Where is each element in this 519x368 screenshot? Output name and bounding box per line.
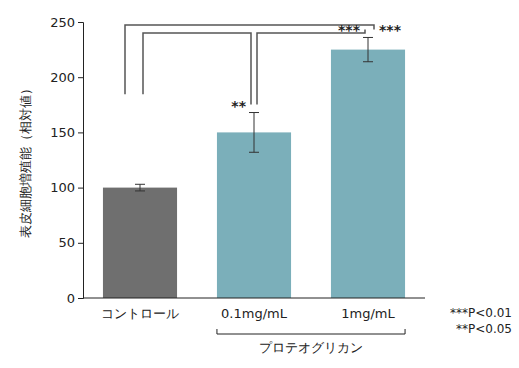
y-tick-mark <box>78 22 83 23</box>
error-bar-line <box>249 112 259 113</box>
error-bar-line <box>254 113 255 153</box>
marks <box>103 37 405 298</box>
error-bar-line <box>249 152 259 153</box>
y-tick: 150 <box>50 125 83 140</box>
x-tick-label: 1mg/mL <box>341 306 395 321</box>
y-axis-line <box>78 23 84 299</box>
notes: ***P<0.01 **P<0.05 <box>450 306 512 336</box>
y-tick: 100 <box>50 180 83 195</box>
y-tick: 0 <box>67 291 83 306</box>
x-tick: 0.1mg/mL <box>221 298 288 321</box>
bar <box>331 50 405 298</box>
y-tick: 200 <box>50 70 83 85</box>
y-tick: 50 <box>58 235 83 250</box>
error-bar-line <box>368 37 369 61</box>
y-tick-label: 150 <box>50 125 75 140</box>
y-tick-mark <box>78 243 83 244</box>
significance-label: ** <box>231 98 246 114</box>
y-tick-mark <box>78 132 83 133</box>
y-tick-mark <box>78 188 83 189</box>
y-tick-label: 0 <box>67 291 75 306</box>
significance-bracket <box>143 33 251 105</box>
significance-bracket <box>125 25 374 94</box>
y-tick-mark <box>78 298 83 299</box>
error-bar <box>249 113 259 153</box>
error-bar-line <box>140 184 141 191</box>
x-axis-line <box>83 298 425 299</box>
x-tick: 1mg/mL <box>341 298 395 321</box>
significance-label: *** <box>379 22 402 38</box>
x-tick-label: コントロール <box>101 306 179 321</box>
group-label: プロテオグリカン <box>259 340 363 355</box>
x-axis: コントロール 0.1mg/mL 1mg/mL <box>83 298 425 321</box>
error-bar-line <box>363 61 373 62</box>
x-tick-label: 0.1mg/mL <box>221 306 288 321</box>
y-tick-label: 100 <box>50 180 75 195</box>
error-bar <box>363 37 373 61</box>
note: **P<0.05 <box>456 322 512 336</box>
error-bar-line <box>135 190 145 191</box>
bar <box>217 132 291 298</box>
y-tick-label: 250 <box>50 15 75 30</box>
y-axis: 0 50 100 150 200 250 <box>50 15 83 306</box>
significance-label: *** <box>338 22 361 38</box>
note: ***P<0.01 <box>450 306 512 320</box>
chart: 0 50 100 150 200 250 コントロール 0.1mg/mL 1mg/mL 表皮細胞増… <box>0 0 519 368</box>
error-bar <box>135 184 145 191</box>
y-tick: 250 <box>50 15 83 30</box>
y-tick-mark <box>78 77 83 78</box>
bar <box>103 188 177 298</box>
x-tick: コントロール <box>101 298 179 321</box>
significance-bracket <box>257 29 365 104</box>
error-bar-line <box>363 37 373 38</box>
significance: ******** <box>125 22 402 113</box>
error-bar-line <box>135 184 145 185</box>
y-tick-label: 50 <box>58 235 75 250</box>
y-axis-title: 表皮細胞増殖能（相対値） <box>18 82 33 238</box>
group-bracket <box>217 329 405 334</box>
y-tick-label: 200 <box>50 70 75 85</box>
